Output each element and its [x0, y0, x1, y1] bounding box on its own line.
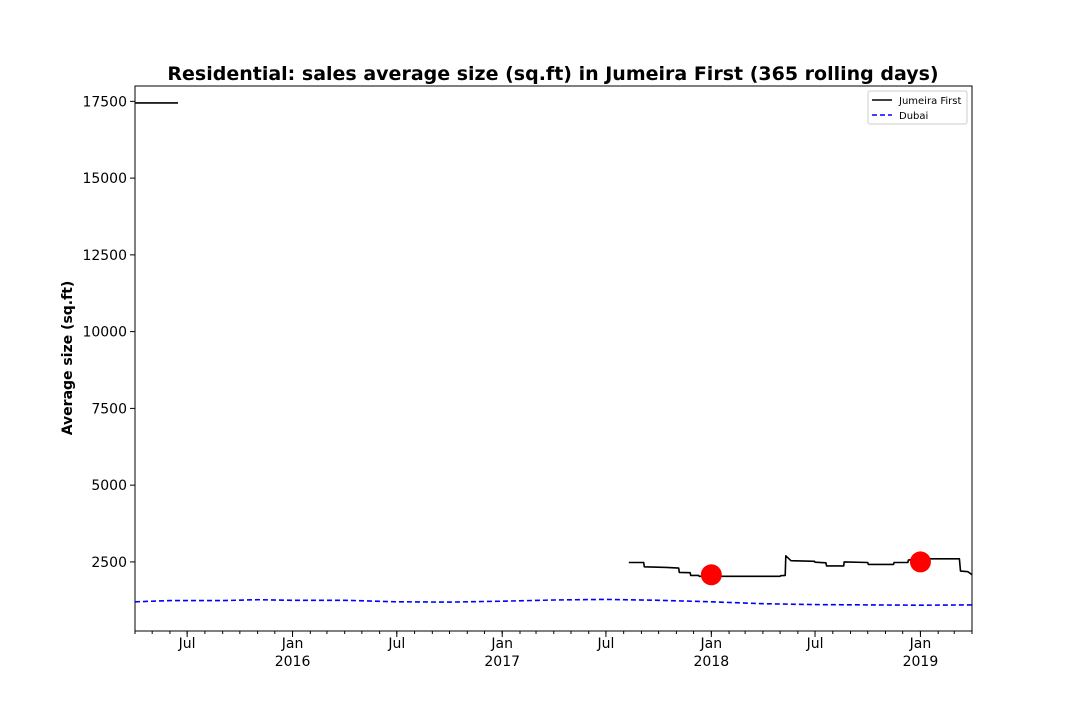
- x-tick-year-label: 2016: [275, 654, 311, 670]
- plot-frame: [134, 85, 973, 632]
- x-tick-label: Jan: [281, 636, 304, 652]
- x-tick-label: Jan: [700, 636, 723, 652]
- y-tick-label: 12500: [82, 248, 127, 264]
- x-tick-year-label: 2018: [694, 654, 730, 670]
- x-tick-label: Jul: [387, 636, 405, 652]
- x-tick-label: Jan: [909, 636, 932, 652]
- y-tick-label: 10000: [82, 325, 127, 341]
- chart-title: Residential: sales average size (sq.ft) …: [167, 63, 938, 85]
- series-line-jumeira-first: [628, 554, 973, 578]
- y-tick-label: 2500: [91, 555, 127, 571]
- x-tick-label: Jul: [178, 636, 196, 652]
- x-tick-year-label: 2017: [484, 654, 520, 670]
- y-tick-label: 5000: [91, 478, 127, 494]
- legend-label: Dubai: [899, 111, 928, 122]
- y-tick-label: 15000: [82, 171, 127, 187]
- series-line-dubai: [134, 598, 973, 607]
- legend-label: Jumeira First: [898, 96, 962, 107]
- marker-point: [909, 551, 931, 573]
- y-axis-label: Average size (sq.ft): [60, 281, 76, 436]
- x-tick-label: Jul: [806, 636, 824, 652]
- legend-box: [867, 90, 968, 125]
- y-tick-label: 7500: [91, 401, 127, 417]
- plot-area: 2500 5000 7500 10000 12500 15000 17500 Jul Jan 20…: [82, 85, 973, 670]
- x-tick-label: Jan: [490, 636, 513, 652]
- marker-point: [700, 564, 722, 586]
- x-tick-label: Jul: [596, 636, 614, 652]
- y-tick-label: 17500: [82, 94, 127, 110]
- legend: Jumeira First Dubai: [867, 90, 968, 125]
- x-tick-year-label: 2019: [903, 654, 939, 670]
